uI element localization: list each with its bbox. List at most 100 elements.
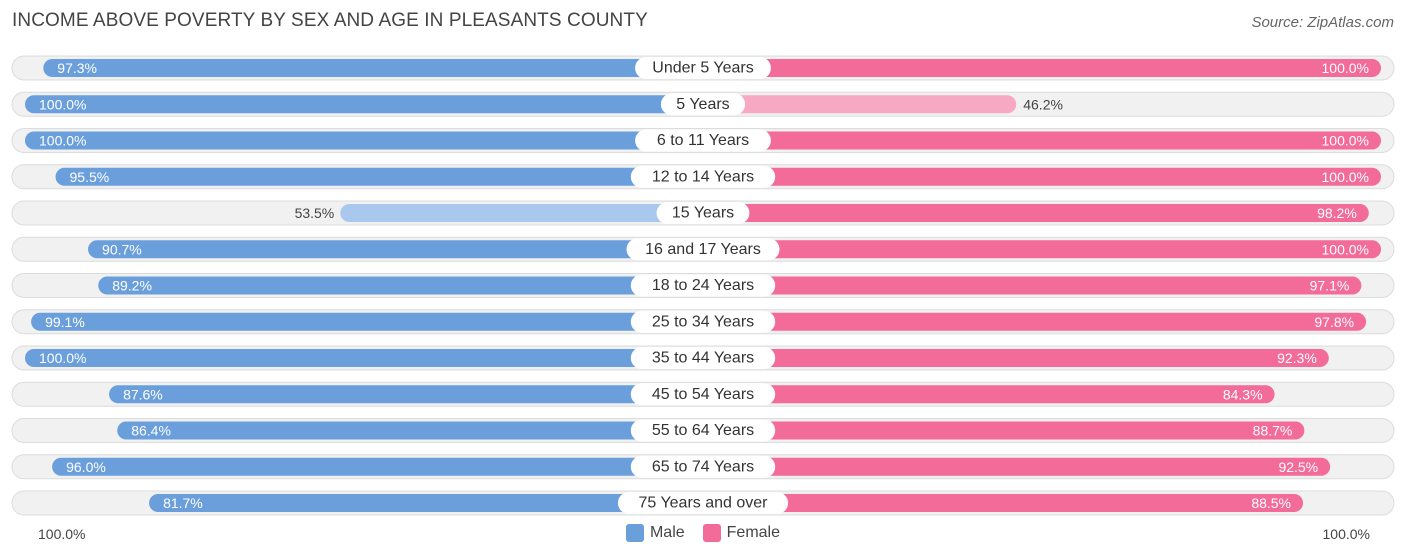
bar-male[interactable] — [117, 421, 703, 440]
category-label: 16 and 17 Years — [645, 241, 761, 258]
category-pill — [630, 419, 776, 442]
label-female-value: 92.5% — [1278, 459, 1318, 475]
label-male-value: 86.4% — [131, 423, 171, 439]
label-female-value: 100.0% — [1322, 169, 1369, 185]
category-label: 6 to 11 Years — [657, 132, 749, 149]
legend-item-male[interactable]: Male — [625, 524, 685, 542]
legend-item-female[interactable]: Female — [702, 524, 781, 542]
category-label: 75 Years and over — [639, 495, 769, 512]
chart-row: 86.4% 88.7% 55 to 64 Years — [11, 418, 1395, 443]
label-female-value: 100.0% — [1322, 60, 1369, 76]
bar-female[interactable] — [703, 95, 1017, 114]
category-label: 25 to 34 Years — [652, 313, 754, 330]
label-male-value: 89.2% — [112, 278, 152, 294]
category-label: 18 to 24 Years — [652, 277, 754, 294]
chart-row: 99.1% 97.8% 25 to 34 Years — [11, 309, 1395, 335]
label-male-value: 81.7% — [163, 495, 203, 511]
bar-male[interactable] — [55, 167, 703, 186]
bar-male[interactable] — [52, 457, 704, 476]
bar-male[interactable] — [98, 276, 703, 295]
chart-row: 95.5% 100.0% 12 to 14 Years — [11, 164, 1395, 190]
bar-female[interactable] — [703, 349, 1329, 367]
bar-female[interactable] — [703, 312, 1367, 331]
label-male-value: 90.7% — [102, 241, 142, 257]
label-female-value: 100.0% — [1322, 241, 1369, 257]
category-pill — [630, 274, 776, 297]
bar-female[interactable] — [703, 494, 1304, 512]
bar-female[interactable] — [703, 276, 1362, 295]
legend-swatch-female — [702, 524, 721, 542]
bar-female[interactable] — [703, 167, 1381, 186]
chart-row: 89.2% 97.1% 18 to 24 Years — [11, 273, 1395, 298]
legend: Male Female — [0, 524, 1406, 542]
chart-row: 90.7% 100.0% 16 and 17 Years — [11, 236, 1395, 262]
chart-row: 100.0% 92.3% 35 to 44 Years — [11, 345, 1395, 371]
label-male-value: 97.3% — [57, 60, 97, 76]
chart-row: 96.0% 92.5% 65 to 74 Years — [11, 454, 1395, 480]
label-female-value: 100.0% — [1322, 133, 1369, 149]
bar-female[interactable] — [703, 204, 1369, 222]
bar-male[interactable] — [340, 204, 703, 222]
chart-row: 53.5% 98.2% 15 Years — [11, 200, 1395, 226]
category-label: 12 to 14 Years — [652, 168, 754, 185]
chart-row: 81.7% 88.5% 75 Years and over — [11, 490, 1395, 516]
legend-swatch-male — [625, 524, 644, 542]
chart-title: INCOME ABOVE POVERTY BY SEX AND AGE IN P… — [12, 10, 648, 31]
label-female-value: 98.2% — [1317, 205, 1357, 221]
category-label: 55 to 64 Years — [652, 422, 754, 439]
label-male-value: 100.0% — [39, 133, 86, 149]
label-male-value: 100.0% — [39, 350, 86, 366]
label-male-value: 87.6% — [123, 386, 163, 402]
label-female-value: 46.2% — [1023, 96, 1063, 112]
category-label: 5 Years — [676, 96, 729, 113]
bar-male[interactable] — [43, 59, 703, 77]
category-pill — [660, 93, 746, 116]
axis-right-label: 100.0% — [1322, 526, 1370, 542]
bar-female[interactable] — [703, 421, 1305, 440]
label-male-value: 99.1% — [45, 314, 85, 330]
category-label: 45 to 54 Years — [652, 386, 754, 403]
label-female-value: 84.3% — [1223, 386, 1263, 402]
bar-female[interactable] — [703, 240, 1381, 259]
bar-male[interactable] — [109, 385, 703, 404]
bar-male[interactable] — [25, 349, 703, 367]
axis-left-label: 100.0% — [38, 526, 86, 542]
category-label: 65 to 74 Years — [652, 458, 754, 475]
label-female-value: 88.5% — [1251, 495, 1291, 511]
label-male-value: 53.5% — [295, 205, 335, 221]
label-female-value: 92.3% — [1277, 350, 1317, 366]
category-pill — [617, 492, 789, 514]
bar-male[interactable] — [25, 131, 703, 150]
legend-label-male: Male — [649, 524, 685, 541]
chart-row: 100.0% 46.2% 5 Years — [11, 91, 1395, 117]
category-pill — [635, 57, 771, 79]
bar-female[interactable] — [703, 131, 1381, 150]
label-male-value: 95.5% — [70, 169, 110, 185]
bar-male[interactable] — [31, 312, 704, 331]
bar-female[interactable] — [703, 385, 1275, 404]
label-female-value: 88.7% — [1253, 423, 1293, 439]
chart-row: 100.0% 100.0% 6 to 11 Years — [11, 128, 1395, 153]
category-pill — [630, 455, 776, 478]
source-note: Source: ZipAtlas.com — [1251, 14, 1394, 31]
category-pill — [626, 238, 780, 261]
category-pill — [630, 383, 776, 406]
chart-row: 87.6% 84.3% 45 to 54 Years — [11, 381, 1395, 407]
category-label: 35 to 44 Years — [652, 350, 754, 367]
category-pill — [656, 202, 750, 224]
category-pill — [630, 165, 776, 188]
category-label: Under 5 Years — [652, 60, 753, 77]
bar-male[interactable] — [149, 494, 704, 512]
bar-male[interactable] — [88, 240, 703, 259]
legend-label-female: Female — [726, 524, 781, 541]
bar-male[interactable] — [25, 95, 703, 114]
label-female-value: 97.8% — [1314, 314, 1354, 330]
label-male-value: 96.0% — [66, 459, 106, 475]
label-female-value: 97.1% — [1310, 278, 1350, 294]
bar-female[interactable] — [703, 59, 1381, 77]
bar-female[interactable] — [703, 457, 1331, 476]
chart-row: 97.3% 100.0% Under 5 Years — [11, 55, 1395, 81]
category-pill — [630, 310, 776, 333]
label-male-value: 100.0% — [39, 96, 86, 112]
